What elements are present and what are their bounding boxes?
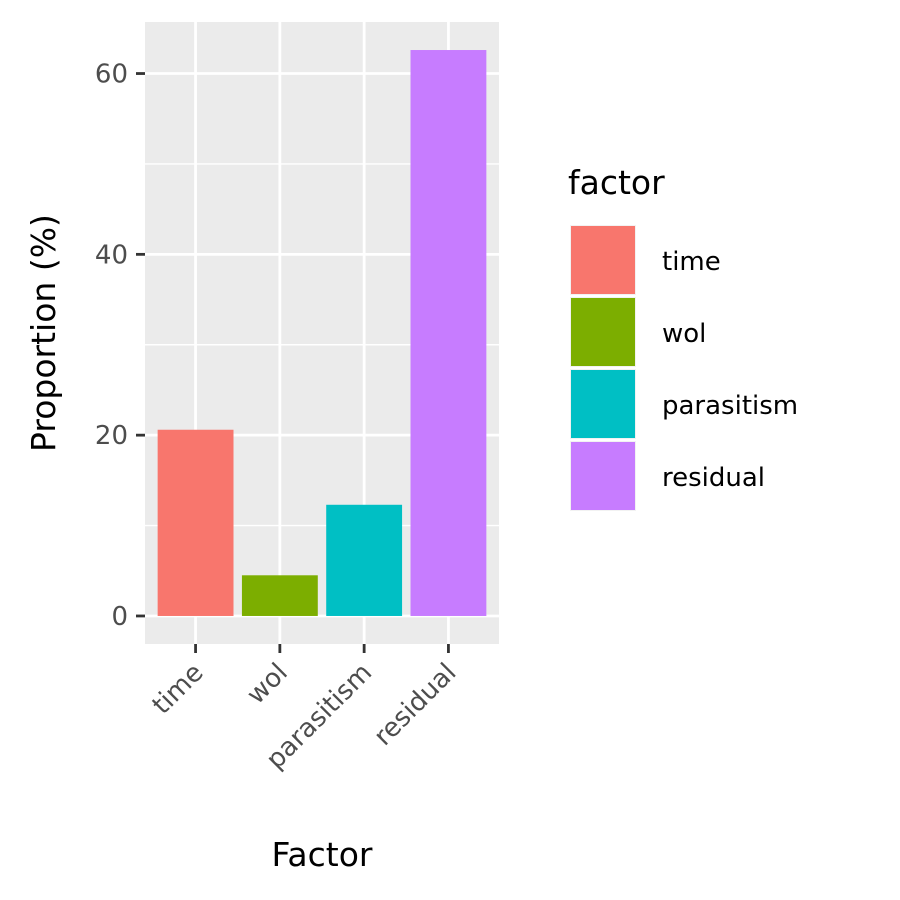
- x-axis-title: Factor: [271, 835, 372, 874]
- y-tick-label: 60: [95, 60, 128, 90]
- legend: factor time wol parasitism residual: [568, 163, 798, 511]
- x-tick-label: residual: [368, 658, 462, 752]
- legend-title: factor: [568, 163, 665, 202]
- bar-wol: [241, 575, 318, 616]
- legend-swatch-parasitism: [571, 370, 635, 438]
- bar-residual: [410, 50, 487, 616]
- legend-swatch-time: [571, 226, 635, 294]
- legend-swatch-residual: [571, 442, 635, 510]
- y-axis-title: Proportion (%): [24, 214, 63, 452]
- legend-label: wol: [662, 319, 706, 349]
- legend-items: time wol parasitism residual: [570, 225, 798, 511]
- bar-time: [157, 429, 234, 616]
- legend-label: residual: [662, 463, 765, 493]
- legend-swatch-wol: [571, 298, 635, 366]
- legend-label: parasitism: [662, 391, 798, 421]
- x-tick-label: wol: [241, 658, 294, 711]
- bar-parasitism: [326, 504, 403, 616]
- y-tick-label: 20: [95, 421, 128, 451]
- y-tick-label: 0: [111, 602, 128, 632]
- legend-label: time: [662, 247, 721, 277]
- y-axis: 0 20 40 60: [95, 60, 145, 632]
- bars: [157, 50, 487, 616]
- x-tick-label: time: [147, 658, 210, 721]
- y-tick-label: 40: [95, 240, 128, 270]
